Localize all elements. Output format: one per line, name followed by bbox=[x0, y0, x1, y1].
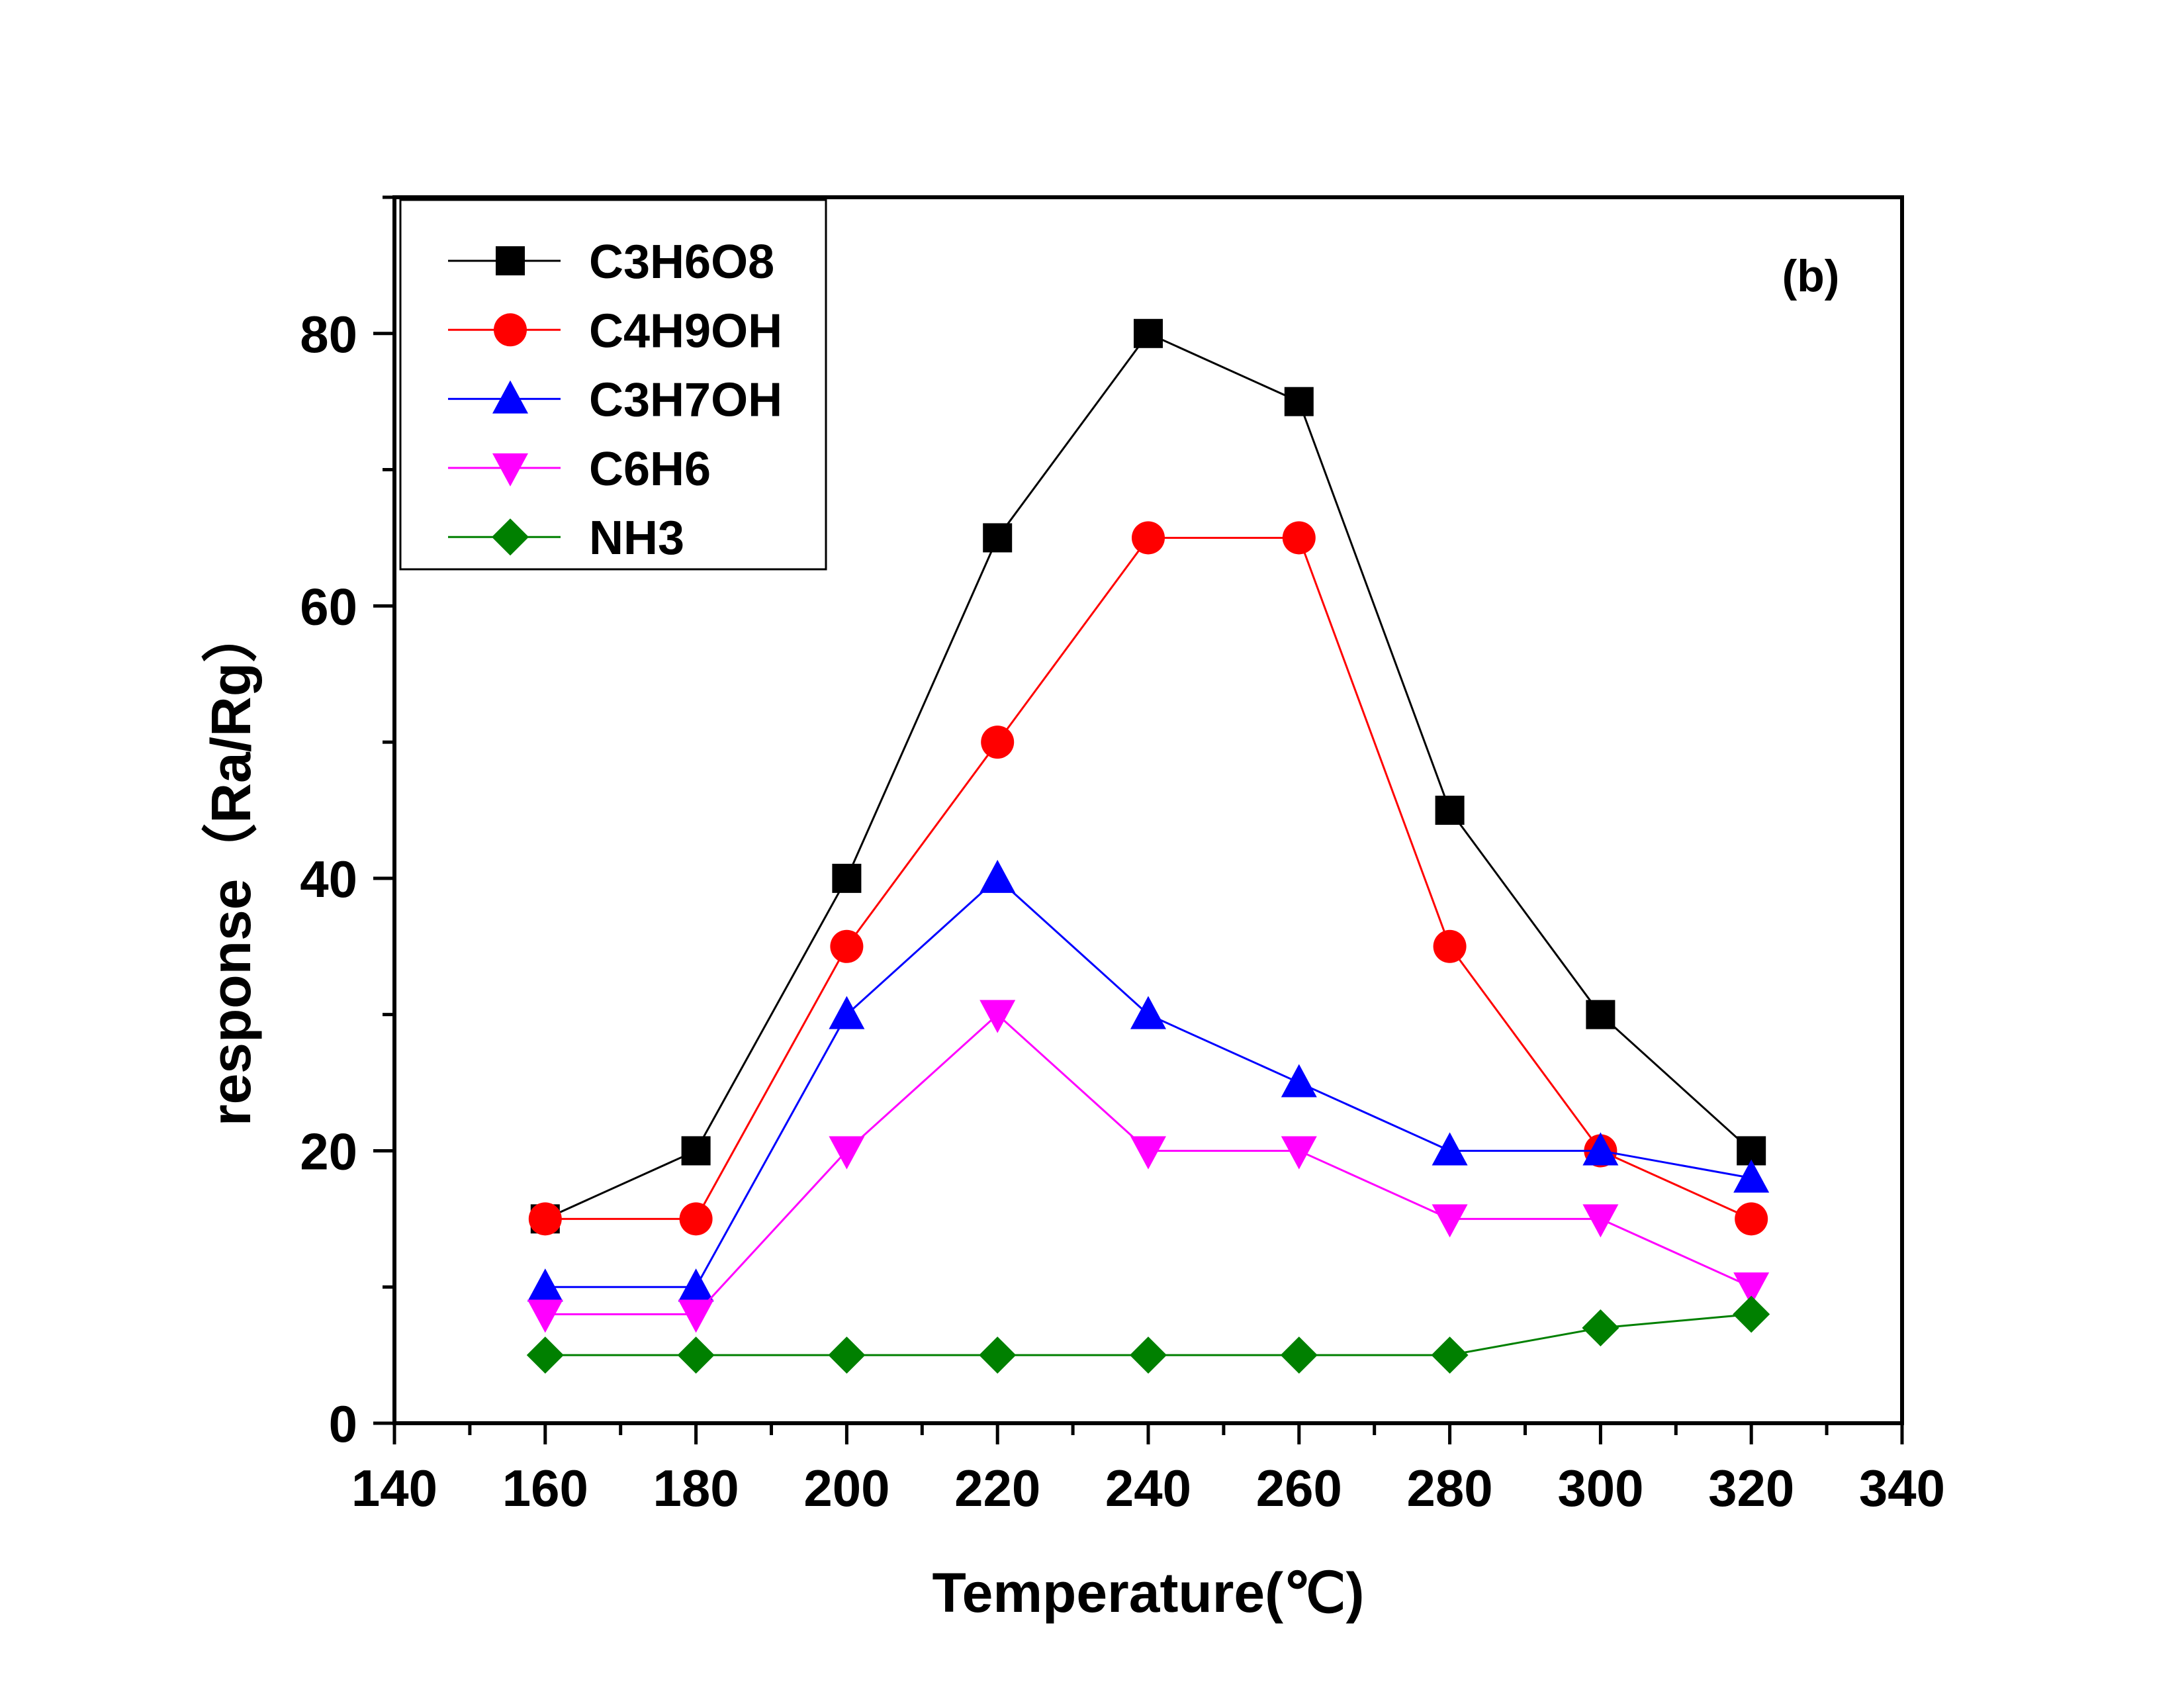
x-tick-label: 160 bbox=[502, 1459, 588, 1517]
x-tick-label: 200 bbox=[803, 1459, 889, 1517]
data-point bbox=[679, 1202, 713, 1236]
panel-label: (b) bbox=[1782, 251, 1840, 301]
x-tick-label: 140 bbox=[351, 1459, 437, 1517]
x-tick-label: 280 bbox=[1407, 1459, 1493, 1517]
data-point bbox=[1134, 318, 1163, 348]
data-point bbox=[1282, 521, 1316, 555]
data-point bbox=[829, 1136, 865, 1170]
data-point bbox=[1582, 1132, 1619, 1166]
legend-item: C3H6O8 bbox=[448, 236, 774, 289]
series-nh3 bbox=[526, 1295, 1770, 1374]
data-point bbox=[527, 1299, 563, 1333]
data-point bbox=[1431, 1336, 1469, 1374]
data-point bbox=[678, 1268, 714, 1302]
x-tick-label: 240 bbox=[1105, 1459, 1191, 1517]
legend-item: C3H7OH bbox=[448, 374, 782, 427]
data-point bbox=[1130, 1136, 1166, 1170]
x-tick-label: 340 bbox=[1859, 1459, 1945, 1517]
series-layer bbox=[526, 318, 1770, 1374]
data-point bbox=[1582, 1309, 1619, 1346]
data-point bbox=[681, 1136, 711, 1166]
data-point bbox=[1281, 1136, 1317, 1170]
legend-marker bbox=[494, 313, 527, 347]
data-point bbox=[832, 863, 862, 893]
data-point bbox=[1735, 1202, 1768, 1236]
y-tick-label: 40 bbox=[300, 850, 357, 908]
series-line bbox=[545, 876, 1752, 1288]
y-tick-label: 20 bbox=[300, 1122, 357, 1180]
data-point bbox=[678, 1299, 714, 1333]
y-tick-label: 80 bbox=[300, 305, 357, 363]
data-point bbox=[1432, 1132, 1468, 1166]
y-axis-label: response（Ra/Rg） bbox=[200, 607, 262, 1126]
data-point bbox=[1280, 1336, 1318, 1374]
data-point bbox=[1733, 1159, 1770, 1193]
data-point bbox=[981, 726, 1015, 759]
legend-label: NH3 bbox=[589, 512, 684, 565]
series-c4h9oh bbox=[528, 521, 1768, 1236]
data-point bbox=[828, 1336, 866, 1374]
series-c3h6o8 bbox=[530, 318, 1766, 1234]
legend-label: C6H6 bbox=[589, 443, 711, 496]
series-c6h6 bbox=[527, 1000, 1770, 1333]
data-point bbox=[1733, 1272, 1770, 1306]
data-point bbox=[979, 1336, 1017, 1374]
data-point bbox=[1132, 521, 1165, 555]
data-point bbox=[1733, 1295, 1770, 1333]
data-point bbox=[979, 859, 1016, 893]
data-point bbox=[1284, 387, 1314, 416]
series-c3h7oh bbox=[527, 859, 1770, 1302]
x-tick-label: 260 bbox=[1256, 1459, 1342, 1517]
data-point bbox=[1130, 1336, 1167, 1374]
y-tick-label: 0 bbox=[329, 1395, 357, 1453]
x-tick-label: 300 bbox=[1557, 1459, 1643, 1517]
y-tick-label: 60 bbox=[300, 577, 357, 635]
data-point bbox=[526, 1336, 564, 1374]
data-point bbox=[1586, 1000, 1615, 1029]
data-point bbox=[677, 1336, 715, 1374]
data-point bbox=[1433, 929, 1467, 963]
data-point bbox=[527, 1268, 563, 1302]
data-point bbox=[979, 1000, 1016, 1033]
data-point bbox=[528, 1202, 562, 1236]
x-tick-label: 320 bbox=[1708, 1459, 1794, 1517]
legend-item: C4H9OH bbox=[448, 305, 782, 357]
plot-frame bbox=[392, 195, 1904, 1425]
data-point bbox=[1281, 1064, 1317, 1098]
data-point bbox=[983, 523, 1013, 553]
data-point bbox=[829, 996, 865, 1029]
axis-ticks: 140 160 180 200 220 240 260 280 300 320 340 0 20 40 60… bbox=[300, 195, 1945, 1517]
legend-label: C3H7OH bbox=[589, 374, 782, 427]
legend-marker bbox=[492, 453, 528, 487]
data-point bbox=[830, 929, 864, 963]
legend-marker bbox=[492, 380, 528, 414]
legend-item: NH3 bbox=[448, 512, 684, 565]
legend-label: C3H6O8 bbox=[589, 236, 774, 289]
x-axis-label: Temperature(℃) bbox=[933, 1562, 1365, 1624]
legend: C3H6O8 C4H9OH C3H7OH C6H6 NH3 bbox=[399, 199, 827, 571]
x-tick-label: 220 bbox=[954, 1459, 1040, 1517]
data-point bbox=[1130, 996, 1166, 1029]
data-point bbox=[1432, 1204, 1468, 1238]
legend-item: C6H6 bbox=[448, 443, 711, 496]
x-tick-label: 180 bbox=[653, 1459, 739, 1517]
legend-marker bbox=[496, 246, 525, 275]
data-point bbox=[1435, 796, 1465, 825]
legend-marker bbox=[492, 518, 529, 556]
data-point bbox=[1582, 1204, 1619, 1238]
series-line bbox=[545, 536, 1752, 1220]
legend-label: C4H9OH bbox=[589, 305, 782, 357]
